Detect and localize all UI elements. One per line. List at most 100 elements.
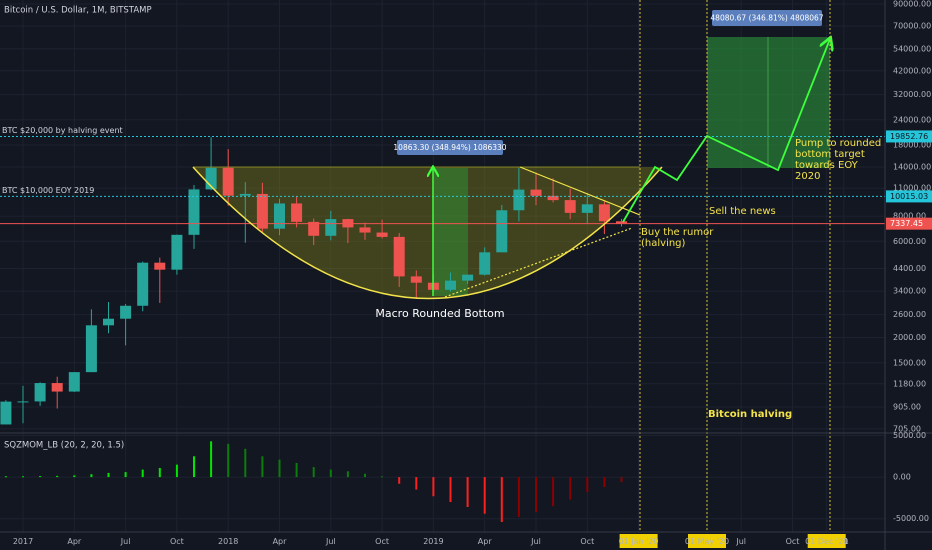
candle-body	[274, 203, 285, 229]
momentum-bar	[517, 477, 520, 518]
momentum-bar	[278, 459, 281, 478]
momentum-bar	[586, 477, 589, 493]
candle-body	[598, 204, 610, 222]
candle-body	[325, 219, 337, 236]
momentum-bar	[124, 472, 127, 478]
candle-body	[581, 204, 593, 213]
rounded-bottom-curve	[192, 166, 663, 300]
candle-body	[120, 305, 132, 319]
y-tick-label: 2600.00	[893, 310, 926, 319]
momentum-bar	[603, 477, 606, 488]
price-label-bg	[886, 130, 932, 143]
candle-body	[239, 193, 251, 196]
candle-body	[256, 193, 268, 229]
momentum-bar	[227, 443, 230, 478]
candle-body	[564, 200, 576, 213]
price-label-bg	[886, 190, 932, 203]
candle-body	[137, 262, 149, 306]
candle-body	[530, 189, 542, 196]
candle-body	[462, 274, 474, 281]
y-tick-label: 705.00	[893, 424, 921, 433]
annotation: 2020	[795, 171, 820, 182]
momentum-bar	[466, 477, 469, 508]
y-tick-label: 3400.00	[893, 287, 926, 296]
candle-body	[103, 318, 114, 326]
price-label: 7337.45	[890, 219, 923, 228]
y-tick-label: 24000.00	[893, 115, 931, 124]
momentum-bar	[261, 456, 264, 478]
candle-body	[445, 280, 456, 290]
x-tick-label: 2017	[13, 537, 33, 546]
price-label: 10015.03	[890, 192, 928, 201]
axes: 705.00 905.00 1180.00 1500.00 2000.00 2600.00…	[4, 0, 932, 548]
momentum-bar	[158, 467, 161, 478]
momentum-bar	[141, 469, 144, 478]
x-tick-label: Apr	[478, 537, 493, 546]
halving-markers	[639, 0, 831, 532]
momentum-bar	[415, 477, 418, 490]
momentum-bar	[90, 474, 93, 478]
candle-body	[616, 221, 627, 224]
momentum-bar	[244, 448, 247, 478]
momentum-bar	[329, 469, 332, 478]
trend-line	[519, 166, 641, 216]
momentum-bar	[535, 477, 537, 513]
y-tick-label: 5000.00	[893, 431, 926, 440]
momentum-bar	[22, 476, 24, 478]
y-tick-label: 54000.00	[893, 44, 931, 53]
drawings-top	[192, 39, 830, 300]
momentum-bar	[56, 475, 59, 478]
y-tick-label: 6000.00	[893, 237, 926, 246]
momentum-bar	[4, 476, 7, 478]
y-tick-label: 1500.00	[893, 358, 926, 367]
candle-body	[34, 383, 46, 402]
candle-body	[205, 167, 217, 190]
y-tick-label: 0.00	[893, 473, 911, 482]
candle-body	[359, 227, 371, 233]
candle-body	[308, 221, 320, 236]
x-tick-label: 01 Jan '20	[619, 537, 659, 546]
x-tick-label: 01 Dec '20	[805, 537, 848, 546]
x-tick-label: Oct	[170, 537, 184, 546]
y-tick-label: 905.00	[893, 403, 921, 412]
candle-body	[51, 383, 63, 392]
candle-body	[17, 401, 29, 403]
annotation: Bitcoin halving	[708, 409, 792, 420]
x-tick-label: 2019	[423, 537, 443, 546]
candle-body	[188, 189, 200, 235]
x-tick-label: 01 May '20	[685, 537, 729, 546]
candle-body	[547, 195, 559, 201]
momentum-bar	[175, 464, 178, 478]
overlay: 10863.30 (348.94%) 1086330 48080.67 (346…	[2, 6, 881, 451]
y-tick-label: 2000.00	[893, 333, 926, 342]
candle-body	[393, 236, 405, 277]
candle-body	[171, 234, 183, 270]
measure-label-bg	[397, 140, 503, 155]
annotation: Pump to rounded	[795, 138, 881, 149]
momentum-bar	[346, 471, 349, 478]
measure-label: 10863.30 (348.94%) 1086330	[393, 143, 506, 152]
y-tick-label: 8000.00	[893, 212, 926, 221]
y-tick-label: 90000.00	[893, 0, 931, 8]
y-tick-label: -5000.00	[893, 514, 929, 523]
measure-label: 48080.67 (346.81%) 4808067	[710, 14, 823, 23]
momentum-bar	[364, 473, 366, 478]
time-highlight	[807, 534, 846, 548]
momentum-bar	[569, 477, 572, 500]
momentum-bar	[295, 462, 298, 478]
momentum-bar	[483, 477, 486, 514]
x-tick-label: Apr	[67, 537, 82, 546]
candle-body	[0, 401, 12, 425]
y-tick-label: 11000.00	[893, 184, 931, 193]
y-tick-label: 32000.00	[893, 90, 931, 99]
candle-body	[479, 252, 491, 275]
price-label: 19852.76	[890, 132, 928, 141]
annotation: (halving)	[641, 238, 686, 249]
candle-body	[85, 325, 97, 373]
trend-line	[444, 227, 633, 298]
candles	[0, 135, 885, 425]
y-tick-label: 1180.00	[893, 379, 926, 388]
annotation: Macro Rounded Bottom	[375, 307, 504, 320]
